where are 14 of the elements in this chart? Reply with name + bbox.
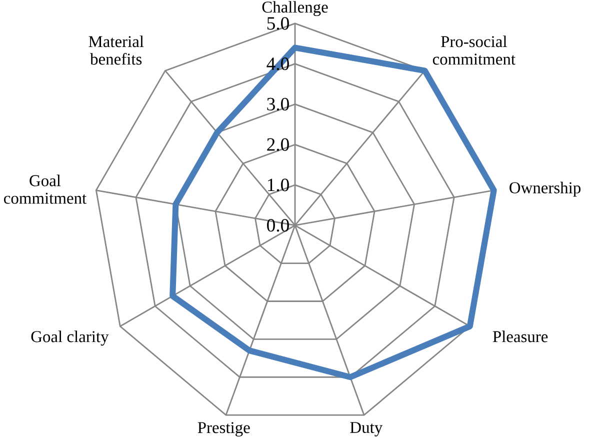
spoke-label: Material benefits — [88, 36, 144, 65]
y-tick-label: 1.0 — [268, 178, 289, 192]
spoke-label: Pleasure — [492, 330, 548, 342]
y-tick-label: 2.0 — [267, 138, 289, 152]
spoke-label: Goal commitment — [4, 174, 87, 204]
spoke-label: Prestige — [198, 422, 250, 437]
y-tick-label: 5.0 — [267, 17, 289, 30]
spoke-label: Goal clarity — [31, 330, 109, 346]
spoke-label: Ownership — [510, 182, 580, 197]
y-tick-label: 0.0 — [267, 219, 289, 232]
spoke-label: Duty — [350, 422, 383, 437]
spoke-label: Challenge — [262, 1, 328, 16]
spoke-label: Pro-social commitment — [432, 36, 516, 65]
y-tick-label: 3.0 — [267, 98, 289, 111]
